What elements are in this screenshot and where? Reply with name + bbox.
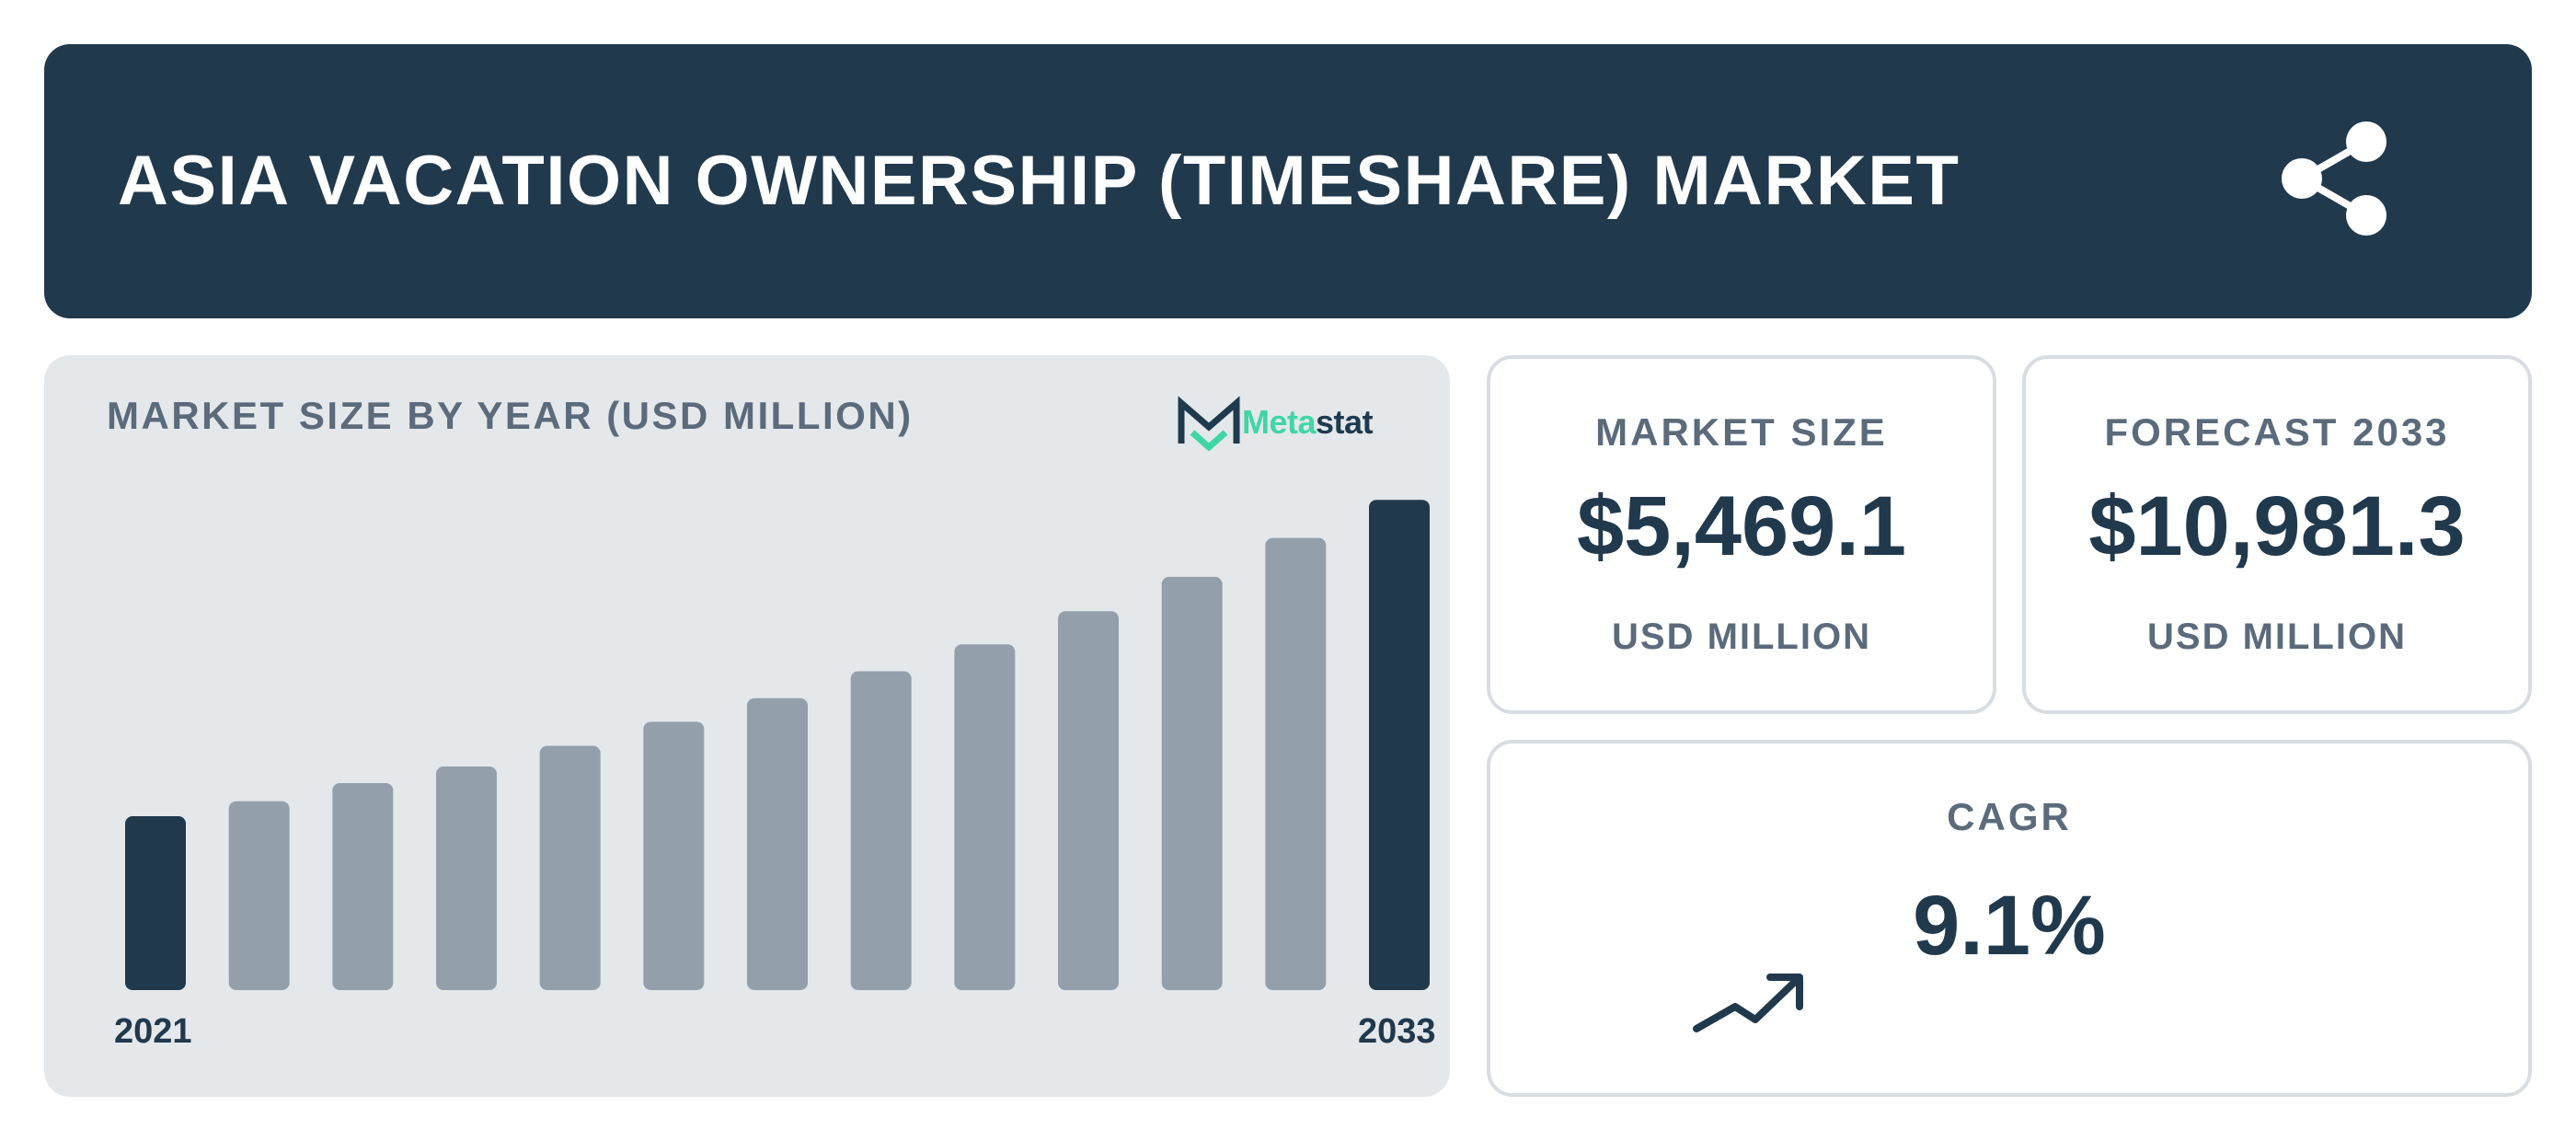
bar-2024 [436, 766, 497, 990]
bar-2023 [332, 783, 394, 990]
bar-2028 [850, 671, 912, 990]
bar-2022 [228, 801, 290, 990]
market-size-value: $5,469.1 [1576, 479, 1907, 573]
market-size-chart-panel: MARKET SIZE BY YEAR (USD MILLION) Metast… [44, 355, 1450, 1097]
x-tick-label-first: 2021 [114, 1012, 192, 1051]
header-banner: ASIA VACATION OWNERSHIP (TIMESHARE) MARK… [44, 44, 2532, 318]
bar-2033 [1369, 500, 1430, 990]
logo-text-stat: stat [1316, 403, 1374, 441]
cagr-label: CAGR [1947, 795, 2072, 838]
market-size-label: MARKET SIZE [1595, 410, 1888, 454]
logo-text-meta: Meta [1242, 403, 1317, 441]
forecast-value: $10,981.3 [2088, 479, 2466, 573]
metastat-logo-icon [1178, 396, 1240, 451]
metastat-logo-text: Metastat [1242, 403, 1374, 442]
forecast-label: FORECAST 2033 [2104, 410, 2450, 454]
market-size-card: MARKET SIZE $5,469.1 USD MILLION [1487, 355, 1996, 714]
cagr-card: CAGR 9.1% [1487, 740, 2532, 1097]
page-title: ASIA VACATION OWNERSHIP (TIMESHARE) MARK… [118, 142, 1961, 220]
bar-2032 [1265, 537, 1327, 990]
bar-2030 [1058, 611, 1119, 990]
x-tick-label-last: 2033 [1358, 1012, 1436, 1051]
chart-title: MARKET SIZE BY YEAR (USD MILLION) [107, 394, 914, 437]
bar-2026 [643, 721, 705, 990]
metastat-logo: Metastat [1178, 396, 1417, 451]
bar-2021 [125, 816, 186, 990]
market-size-unit: USD MILLION [1612, 617, 1871, 657]
bar-chart [125, 500, 1430, 990]
forecast-unit: USD MILLION [2147, 617, 2407, 657]
bar-2029 [954, 644, 1016, 990]
forecast-card: FORECAST 2033 $10,981.3 USD MILLION [2022, 355, 2532, 714]
trend-up-icon [1693, 974, 1803, 1032]
bar-2031 [1161, 576, 1223, 990]
bar-2027 [747, 697, 808, 990]
share-icon[interactable] [2271, 118, 2409, 256]
cagr-value: 9.1% [1913, 879, 2106, 973]
bar-2025 [539, 745, 601, 990]
